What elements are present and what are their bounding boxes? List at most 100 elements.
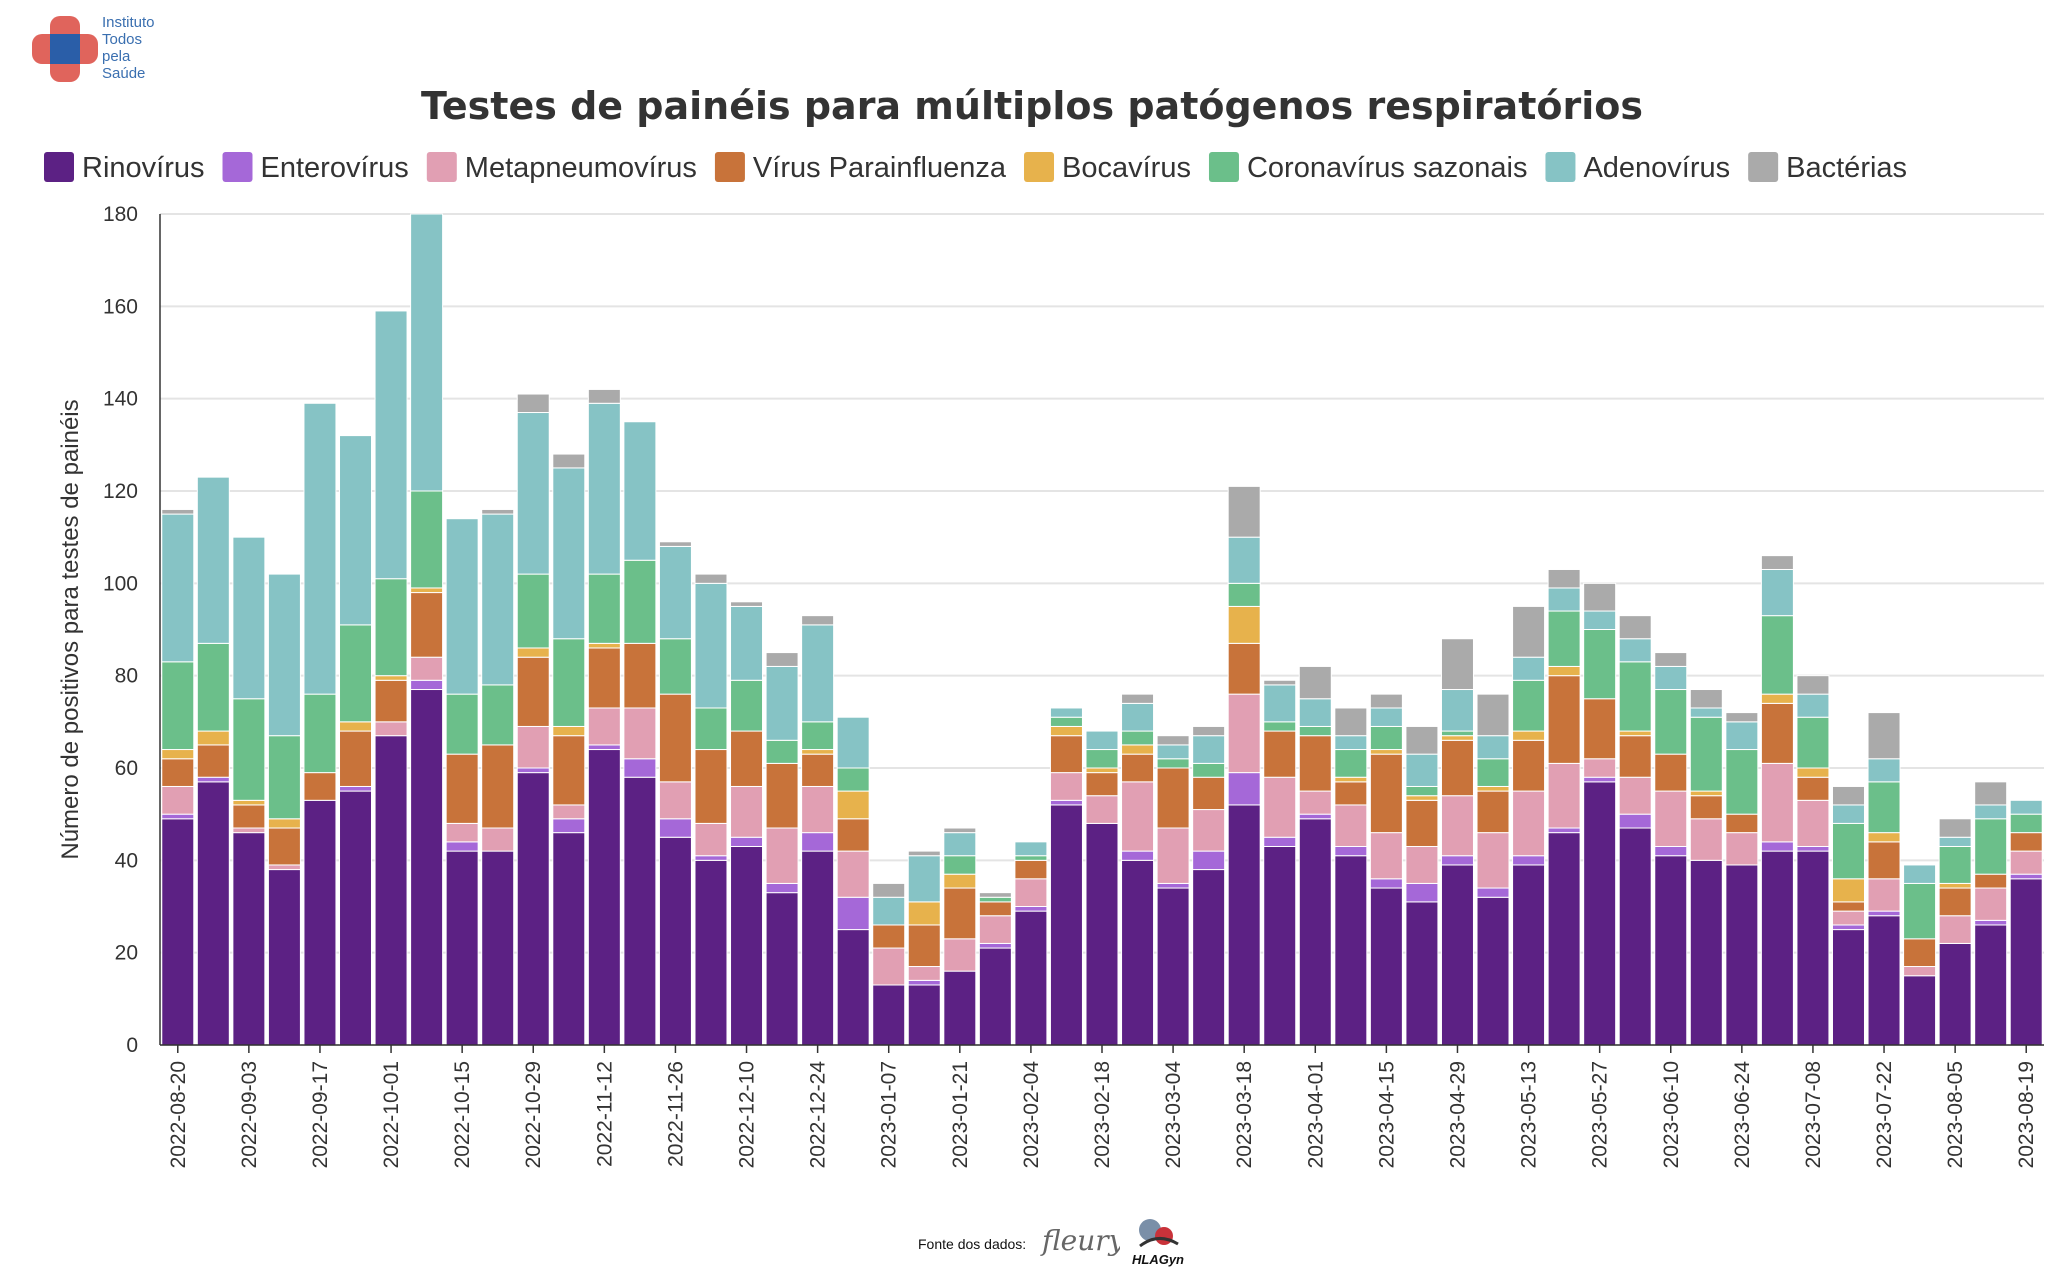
bar-segment <box>516 393 550 414</box>
bar-segment <box>1049 735 1083 774</box>
bar-segment <box>1512 739 1546 792</box>
bar-segment <box>730 836 764 847</box>
bar-segment <box>1227 485 1261 538</box>
bar-segment <box>2009 873 2043 880</box>
bar-segment <box>1689 859 1723 1046</box>
bar-segment <box>1654 665 1688 691</box>
bar-segment <box>1547 610 1581 667</box>
bar-segment <box>978 892 1012 898</box>
bar-segment <box>1689 790 1723 797</box>
bar-segment <box>196 476 230 644</box>
bar-segment <box>587 749 621 1046</box>
bar-segment <box>1014 855 1048 861</box>
logo-line: Instituto <box>102 14 155 31</box>
bar-segment <box>516 725 550 769</box>
bar-segment <box>943 827 977 834</box>
bar-segment <box>2009 799 2043 815</box>
bar-segment <box>267 735 301 820</box>
bar-segment <box>410 213 444 492</box>
bar-segment <box>1298 725 1332 737</box>
bar-segment <box>801 615 835 626</box>
bar-segment <box>1867 841 1901 880</box>
bar-segment <box>1512 605 1546 658</box>
bar-segment <box>623 776 657 1046</box>
bar-segment <box>339 785 373 792</box>
bar-segment <box>658 541 692 547</box>
bar-segment <box>1938 887 1972 917</box>
bar-segment <box>1121 753 1155 783</box>
bar-segment <box>552 453 586 469</box>
bar-segment <box>1298 698 1332 727</box>
legend-label: Adenovírus <box>1583 152 1730 184</box>
bar-segment <box>1405 785 1439 797</box>
bar-segment <box>1618 813 1652 829</box>
bar-segment <box>1760 702 1794 764</box>
bar-segment <box>872 984 906 1046</box>
bar-segment <box>1369 725 1403 751</box>
bar-segment <box>694 749 728 824</box>
bar-segment <box>1440 864 1474 1046</box>
bar-segment <box>978 896 1012 903</box>
bar-segment <box>1440 638 1474 691</box>
bar-segment <box>1334 855 1368 1046</box>
x-tick-label: 2023-04-01 <box>1304 1061 1327 1168</box>
bar-segment <box>1369 887 1403 1046</box>
x-tick-label: 2023-01-21 <box>949 1061 972 1168</box>
legend-item: Rinovírus <box>44 152 205 184</box>
bar-segment <box>1760 555 1794 570</box>
bar-segment <box>1618 615 1652 640</box>
legend-label: Bactérias <box>1786 152 1907 184</box>
bar-segment <box>1974 887 2008 921</box>
legend-item: Adenovírus <box>1545 152 1730 184</box>
bar-segment <box>339 624 373 723</box>
bar-segment <box>1760 693 1794 704</box>
bar-segment <box>801 624 835 723</box>
bar-segment <box>1476 693 1510 737</box>
bar-segment <box>2009 878 2043 1046</box>
legend-swatch <box>222 152 253 182</box>
bar-segment <box>730 785 764 838</box>
bar-segment <box>1831 929 1865 1046</box>
bar-segment <box>481 850 515 1046</box>
bar-segment <box>623 707 657 760</box>
bar-segment <box>445 753 479 824</box>
bar-segment <box>587 388 621 404</box>
bar-segment <box>730 679 764 732</box>
legend-label: Enterovírus <box>261 152 409 184</box>
bar-segment <box>1334 776 1368 783</box>
bar-segment <box>836 818 870 852</box>
bar-segment <box>1867 712 1901 760</box>
bar-segment <box>267 869 301 1046</box>
bar-segment <box>1796 799 1830 847</box>
bar-segment <box>374 675 408 681</box>
bar-segment <box>445 841 479 852</box>
legend-swatch <box>44 152 74 182</box>
bar-segment <box>1227 693 1261 774</box>
bar-segment <box>1192 735 1226 764</box>
y-tick-label: 80 <box>115 665 138 688</box>
legend-item: Enterovírus <box>222 152 409 184</box>
bar-segment <box>1760 615 1794 695</box>
x-tick-label: 2022-10-01 <box>380 1061 403 1168</box>
bar-segment <box>801 785 835 834</box>
bar-segment <box>1618 776 1652 815</box>
bar-segment <box>694 582 728 709</box>
bar-segment <box>1831 822 1865 880</box>
bar-segment <box>1334 707 1368 737</box>
bar-segment <box>1974 818 2008 875</box>
x-tick-label: 2023-07-08 <box>1802 1061 1825 1168</box>
bar-segment <box>1725 864 1759 1046</box>
bar-segment <box>1085 772 1119 797</box>
bar-segment <box>1405 901 1439 1046</box>
bar-segment <box>623 642 657 709</box>
bar-segment <box>445 518 479 695</box>
x-tick-label: 2023-03-18 <box>1233 1061 1256 1168</box>
bar-segment <box>1583 698 1617 760</box>
legend-item: Bocavírus <box>1024 152 1191 184</box>
bar-segment <box>1334 804 1368 847</box>
x-tick-label: 2023-02-04 <box>1020 1061 1043 1169</box>
bar-segment <box>1583 582 1617 612</box>
x-tick-label: 2023-05-13 <box>1518 1061 1541 1168</box>
bar-segment <box>1014 841 1048 857</box>
bar-segment <box>410 592 444 658</box>
